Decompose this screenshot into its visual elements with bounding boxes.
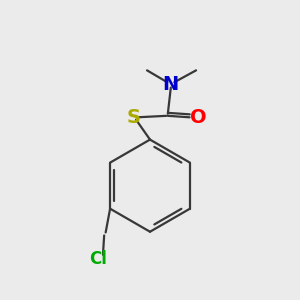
Text: N: N [163, 75, 179, 94]
Text: Cl: Cl [89, 250, 107, 268]
Text: S: S [127, 108, 141, 127]
Text: O: O [190, 108, 206, 127]
